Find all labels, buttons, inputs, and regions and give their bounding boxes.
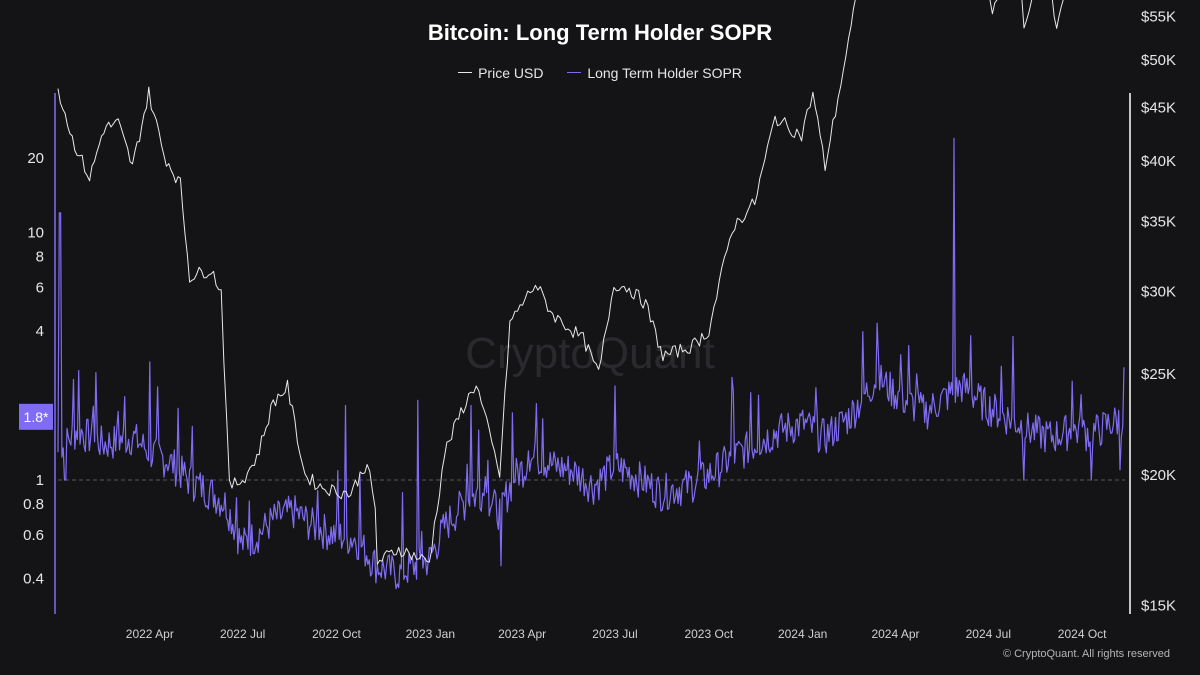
copyright: © CryptoQuant. All rights reserved [1002, 648, 1170, 660]
y-right-tick-label: $55K [1141, 9, 1176, 26]
x-tick-label: 2024 Oct [1058, 627, 1107, 641]
y-left-tick-label: 0.4 [23, 570, 44, 587]
legend: Price USD Long Term Holder SOPR [0, 60, 1200, 81]
y-left-tick-label: 6 [36, 279, 44, 296]
legend-label-price: Price USD [478, 64, 544, 81]
y-left-tick-label: 0.6 [23, 527, 44, 544]
y-right-tick-label: $30K [1141, 283, 1176, 300]
series-price-usd-line[interactable] [57, 0, 1124, 565]
y-right-tick-label: $35K [1141, 214, 1176, 231]
y-right-tick-label: $40K [1141, 153, 1176, 170]
series-layer [57, 0, 1125, 590]
sopr-current-badge [19, 403, 53, 430]
chart-title: Bitcoin: Long Term Holder SOPR [427, 20, 773, 45]
x-tick-label: 2024 Jan [778, 627, 827, 641]
x-tick-label: 2024 Jul [966, 627, 1011, 641]
x-tick-label: 2023 Apr [498, 627, 546, 641]
legend-item-price[interactable]: Price USD [458, 65, 543, 81]
legend-label-sopr: Long Term Holder SOPR [587, 64, 742, 81]
legend-line-sopr-icon [567, 72, 582, 73]
y-right-tick-label: $15K [1141, 598, 1176, 615]
y-left-tick-label: 20 [27, 150, 44, 167]
series-ltholder-sopr-line[interactable] [57, 137, 1125, 590]
y-left-tick-label: 4 [36, 323, 44, 340]
y-right-tick-label: $25K [1141, 366, 1176, 383]
y-right-tick-label: $50K [1141, 52, 1176, 69]
legend-item-sopr[interactable]: Long Term Holder SOPR [567, 65, 742, 81]
x-tick-label: 2023 Oct [684, 627, 733, 641]
y-right-tick-label: $45K [1141, 100, 1176, 117]
x-tick-label: 2023 Jan [406, 627, 455, 641]
y-left-tick-label: 0.8 [23, 496, 44, 513]
legend-line-price-icon [458, 72, 473, 73]
x-tick-label: 2024 Apr [871, 627, 919, 641]
y-left-tick-label: 10 [27, 225, 44, 242]
y-right-tick-label: $20K [1141, 467, 1176, 484]
x-tick-label: 2022 Oct [312, 627, 361, 641]
sopr-current-label: 1.8* [24, 409, 49, 425]
y-left-tick-label: 8 [36, 248, 44, 265]
x-tick-label: 2023 Jul [592, 627, 637, 641]
axis-layer: 0.4 0.6 0.8 1 4 6 8 10 20 $15K $20K $25K $30K $35K $40… [19, 9, 1176, 641]
x-tick-label: 2022 Jul [220, 627, 265, 641]
y-left-tick-label: 1 [36, 472, 44, 489]
x-tick-label: 2022 Apr [126, 627, 174, 641]
